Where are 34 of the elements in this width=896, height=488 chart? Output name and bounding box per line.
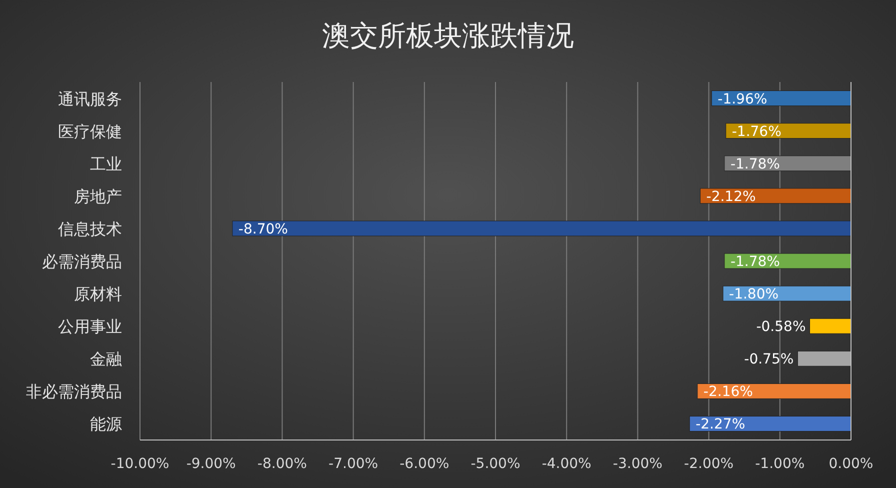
x-tick-label: -7.00% <box>328 456 378 472</box>
data-label: -1.96% <box>718 91 768 108</box>
data-label: -0.75% <box>744 352 794 368</box>
y-tick-label: 工业 <box>90 154 122 174</box>
x-tick-label: -2.00% <box>684 456 734 472</box>
data-label: -2.27% <box>696 416 746 433</box>
data-label: -1.78% <box>730 156 780 172</box>
chart-title: 澳交所板块涨跌情况 <box>322 19 574 52</box>
x-tick-label: -9.00% <box>186 456 236 472</box>
y-tick-label: 原材料 <box>74 284 122 304</box>
y-tick-label: 必需消费品 <box>42 252 122 271</box>
y-tick-label: 能源 <box>90 414 122 434</box>
x-tick-label: -6.00% <box>400 456 450 472</box>
data-label: -1.78% <box>730 254 780 270</box>
y-tick-label: 公用事业 <box>58 317 122 336</box>
y-tick-label: 非必需消费品 <box>26 382 122 402</box>
data-label: -1.80% <box>729 286 779 303</box>
x-tick-label: -8.00% <box>257 456 307 472</box>
y-tick-label: 房地产 <box>74 186 122 206</box>
data-label: -2.12% <box>706 188 756 205</box>
data-label: -2.16% <box>703 384 753 400</box>
data-label: -8.70% <box>238 221 288 238</box>
y-tick-label: 金融 <box>90 350 122 369</box>
x-tick-label: -4.00% <box>542 456 592 472</box>
data-label: -1.76% <box>732 124 782 140</box>
x-tick-label: -1.00% <box>755 456 805 472</box>
y-tick-label: 医疗保健 <box>58 122 122 141</box>
x-tick-label: -5.00% <box>470 456 520 472</box>
y-tick-label: 信息技术 <box>58 219 122 238</box>
y-tick-label: 通讯服务 <box>58 89 122 108</box>
x-tick-label: -3.00% <box>612 456 662 472</box>
x-tick-label: 0.00% <box>828 456 874 472</box>
data-label: -0.58% <box>756 319 806 336</box>
x-tick-label: -10.00% <box>110 456 170 472</box>
